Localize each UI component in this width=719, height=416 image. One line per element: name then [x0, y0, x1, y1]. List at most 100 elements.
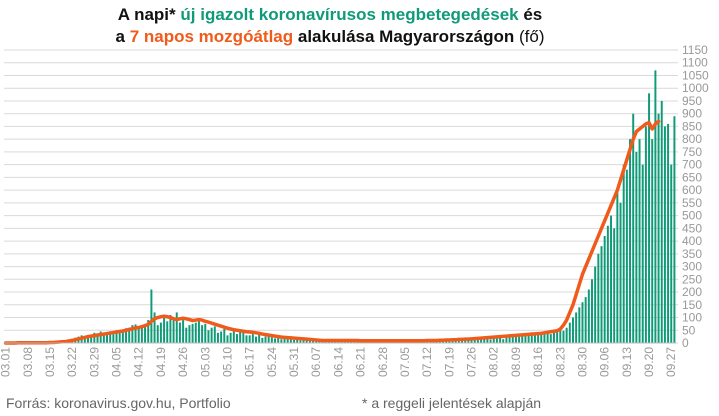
daily-cases-bar [251, 334, 254, 343]
daily-cases-bar [629, 139, 632, 343]
daily-cases-bar [571, 317, 574, 343]
daily-cases-bar [464, 340, 467, 343]
daily-cases-bar [169, 314, 172, 343]
daily-cases-bar [492, 337, 495, 343]
daily-cases-bar [552, 330, 555, 343]
daily-cases-bar [286, 337, 289, 343]
daily-cases-bar [115, 330, 118, 343]
daily-cases-bar [470, 339, 473, 343]
y-axis: 0501001502002503003504004505005506006507… [682, 43, 709, 350]
y-tick-label: 450 [682, 221, 702, 235]
daily-cases-bar [625, 169, 628, 343]
x-tick-label: 09.13 [620, 347, 634, 377]
x-tick-label: 05.10 [220, 347, 234, 377]
y-tick-label: 250 [682, 272, 702, 286]
daily-cases-bar [467, 339, 470, 343]
daily-cases-bar [207, 330, 210, 343]
daily-cases-bar [483, 339, 486, 343]
daily-cases-bar [632, 113, 635, 344]
daily-cases-bar [511, 334, 514, 343]
daily-cases-bar [239, 331, 242, 343]
daily-cases-bar [514, 335, 517, 343]
x-tick-label: 06.21 [354, 347, 368, 377]
daily-cases-bar [530, 332, 533, 343]
daily-cases-bar [502, 339, 505, 343]
title-line-2: a 7 napos mozgóátlag alakulása Magyarors… [0, 26, 660, 48]
daily-cases-bar [353, 341, 356, 343]
daily-cases-bar [197, 320, 200, 343]
daily-cases-bar [540, 333, 543, 343]
chart-title: A napi* új igazolt koronavírusos megbete… [0, 4, 660, 48]
daily-cases-bar [188, 325, 191, 343]
daily-cases-bar [102, 335, 105, 343]
y-tick-label: 300 [682, 260, 702, 274]
daily-cases-bar [264, 336, 267, 343]
daily-cases-bar [445, 340, 448, 343]
daily-cases-bar [191, 323, 194, 343]
y-tick-label: 950 [682, 94, 702, 108]
daily-cases-bar [499, 337, 502, 343]
daily-cases-bar [489, 339, 492, 343]
daily-cases-bar [610, 215, 613, 343]
y-tick-label: 1100 [682, 56, 708, 70]
daily-cases-bar [178, 322, 181, 343]
daily-cases-bar [93, 332, 96, 343]
x-tick-label: 08.30 [575, 347, 589, 377]
daily-cases-bar [226, 335, 229, 343]
daily-cases-bar [223, 328, 226, 343]
daily-cases-bar [201, 325, 204, 343]
daily-cases-bar [172, 317, 175, 343]
moving-average-polyline [3, 119, 661, 345]
daily-cases-bar [280, 339, 283, 343]
daily-cases-bar [213, 326, 216, 343]
daily-cases-bar [457, 339, 460, 343]
y-tick-label: 850 [682, 119, 702, 133]
daily-cases-bar [442, 340, 445, 343]
x-tick-label: 06.28 [376, 347, 390, 377]
title-part-unit: (fő) [518, 27, 545, 46]
daily-cases-bar [454, 340, 457, 343]
x-tick-label: 09.20 [642, 347, 656, 377]
daily-cases-bar [587, 289, 590, 343]
x-tick-label: 08.23 [553, 347, 567, 377]
daily-cases-bar [210, 327, 213, 343]
daily-cases-bar [568, 322, 571, 343]
daily-cases-bar [524, 333, 527, 343]
daily-cases-bar [476, 337, 479, 343]
daily-cases-bar [245, 335, 248, 343]
y-tick-label: 550 [682, 196, 702, 210]
daily-cases-bar [327, 341, 330, 343]
daily-cases-bar [312, 340, 315, 343]
x-tick-label: 05.03 [198, 347, 212, 377]
y-tick-label: 100 [682, 311, 702, 325]
daily-cases-bar [83, 335, 86, 343]
daily-cases-bar [521, 335, 524, 343]
daily-cases-bar [451, 339, 454, 343]
daily-cases-bar [125, 328, 128, 343]
daily-cases-bar [185, 327, 188, 343]
y-tick-label: 1150 [682, 43, 708, 57]
daily-cases-bar [235, 334, 238, 343]
daily-cases-bar [248, 335, 251, 343]
daily-cases-bar [137, 328, 140, 343]
daily-cases-bar [594, 266, 597, 343]
title-part: A napi* [117, 5, 176, 24]
daily-cases-bar [356, 341, 359, 343]
daily-cases-bar [163, 317, 166, 343]
daily-cases-bar [153, 312, 156, 343]
daily-cases-bar [118, 331, 121, 343]
daily-cases-bar [438, 341, 441, 343]
daily-cases-bar [663, 126, 666, 343]
x-tick-label: 08.02 [487, 347, 501, 377]
daily-cases-bar [106, 333, 109, 343]
daily-cases-bar [527, 334, 530, 343]
daily-cases-bar [156, 325, 159, 343]
x-tick-label: 06.14 [331, 347, 345, 377]
daily-cases-bar [346, 341, 349, 343]
daily-cases-bar [350, 341, 353, 343]
daily-cases-bar [410, 341, 413, 343]
daily-cases-bar [533, 335, 536, 343]
y-tick-label: 350 [682, 247, 702, 261]
daily-cases-bar [182, 320, 185, 343]
y-tick-label: 700 [682, 158, 702, 172]
